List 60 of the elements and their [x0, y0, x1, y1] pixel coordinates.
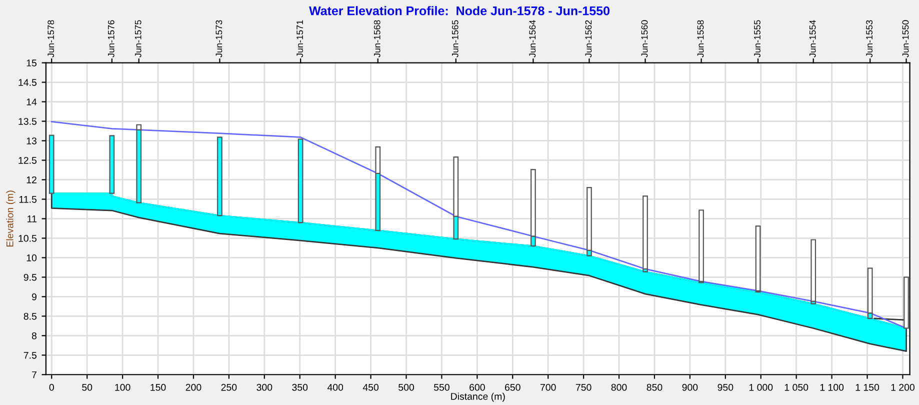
x-tick-label: 450: [362, 384, 379, 391]
x-tick-label: 600: [470, 384, 485, 391]
x-tick-label: 550: [434, 384, 450, 391]
y-tick-label: 9: [32, 293, 36, 300]
x-tick-label: 100: [115, 384, 130, 391]
x-tick-label: 750: [576, 384, 592, 391]
x-tick-label: 850: [646, 384, 662, 391]
annotation: Jun-1565: [452, 20, 458, 58]
y-tick-label: 10.5: [18, 234, 37, 242]
annotation: Jun-1571: [296, 20, 303, 58]
x-axis-title: Distance (m): [451, 392, 505, 402]
x-tick-label: 150: [150, 384, 166, 391]
y-tick-label: 14.5: [18, 79, 37, 86]
annotation: Jun-1576: [108, 20, 114, 58]
x-tick-label: 500: [398, 384, 414, 391]
annotation: Jun-1555: [754, 20, 760, 58]
x-tick-label: 950: [718, 384, 734, 391]
x-tick-label: 900: [682, 384, 698, 391]
annotation: Jun-1554: [809, 20, 816, 58]
annotation: Jun-1578: [48, 20, 54, 58]
x-tick-label: 400: [327, 384, 344, 391]
y-tick-label: 12.5: [18, 156, 37, 164]
y-tick-label: 13.5: [18, 118, 37, 125]
y-tick-label: 12: [26, 176, 36, 184]
y-tick-label: 7.5: [24, 352, 37, 359]
x-tick-label: 200: [186, 384, 202, 391]
x-tick-label: 250: [221, 384, 237, 391]
x-tick-label: 50: [82, 384, 92, 391]
annotation: Jun-1573: [216, 20, 222, 58]
annotation: Jun-1562: [585, 20, 592, 58]
x-tick-label: 350: [292, 384, 308, 391]
y-tick-label: 14: [26, 98, 37, 106]
annotation: Jun-1575: [134, 20, 142, 58]
annotation: Jun-1568: [374, 20, 380, 58]
x-tick-label: 1 150: [856, 384, 880, 391]
y-tick-label: 7: [32, 371, 36, 378]
x-tick-label: 650: [505, 384, 520, 391]
y-tick-label: 11: [28, 216, 36, 222]
annotation: Jun-1558: [697, 20, 704, 58]
x-tick-label: 1 200: [891, 384, 915, 391]
y-tick-label: 11.5: [19, 196, 37, 203]
chart-title: Water Elevation Profile: Node Jun-1578 - Jun-1550: [309, 6, 610, 16]
x-tick-label: 700: [540, 384, 556, 391]
x-tick-label: 1 000: [749, 384, 773, 391]
annotation: Jun-1550: [902, 20, 909, 58]
x-tick-label: 1 050: [784, 384, 808, 391]
y-axis-title: Elevation (m): [6, 190, 16, 247]
y-tick-label: 8.5: [24, 312, 37, 320]
y-tick-label: 13: [26, 137, 36, 144]
y-tick-label: 10: [26, 254, 37, 262]
y-tick-label: 9.5: [24, 274, 37, 281]
annotation: Jun-1564: [529, 20, 536, 58]
annotation: Jun-1553: [866, 20, 873, 58]
x-tick-label: 0: [49, 384, 54, 391]
y-tick-label: 15: [26, 60, 37, 66]
x-tick-label: 800: [611, 384, 627, 391]
y-tick-label: 8: [32, 332, 36, 340]
annotation: Jun-1560: [641, 20, 648, 58]
x-tick-label: 300: [256, 384, 272, 391]
x-tick-label: 1 100: [820, 384, 844, 391]
